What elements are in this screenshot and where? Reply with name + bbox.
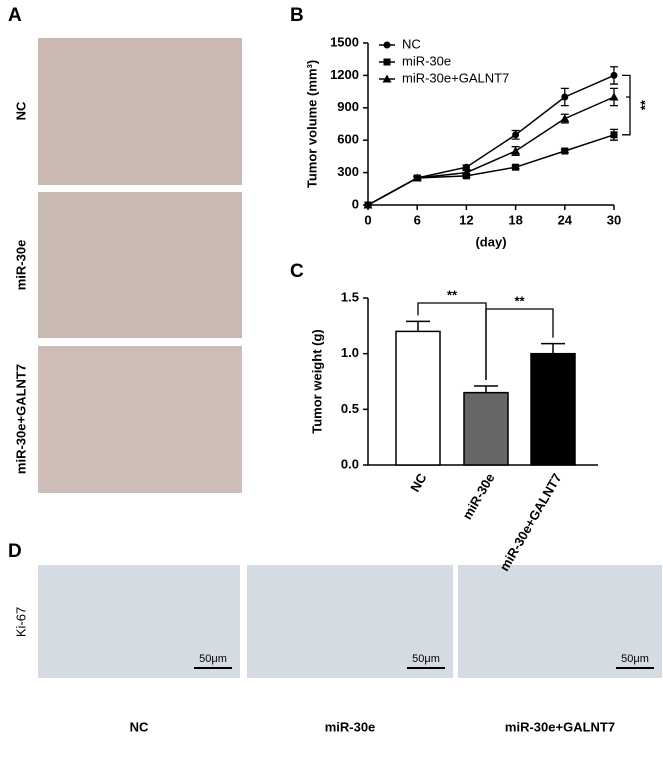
y-tick-label: 1200 — [330, 67, 359, 82]
y-tick-label: 1.0 — [341, 345, 359, 360]
marker — [561, 147, 569, 155]
significance-label: ** — [514, 293, 525, 308]
row-label: miR-30e — [13, 240, 28, 291]
panel-label: C — [290, 261, 304, 282]
x-tick-label: 0 — [364, 212, 371, 227]
x-axis-label: (day) — [475, 234, 506, 249]
bar — [530, 352, 576, 466]
marker — [382, 74, 392, 83]
marker — [511, 146, 521, 155]
micrograph — [458, 565, 662, 678]
y-tick-label: 600 — [337, 132, 359, 147]
error-bar — [541, 342, 565, 354]
y-axis-label: Tumor weight (g) — [309, 329, 324, 433]
significance-bracket — [485, 308, 554, 380]
bar — [395, 330, 441, 466]
legend-label: miR-30e+GALNT7 — [402, 70, 509, 85]
y-tick-label: 1.5 — [341, 289, 359, 304]
marker — [610, 131, 618, 139]
panel-label: B — [290, 5, 304, 26]
photo — [38, 192, 242, 338]
y-tick-label: 0 — [352, 196, 359, 211]
marker — [383, 41, 391, 49]
panel-label: D — [8, 541, 22, 562]
error-bar — [474, 385, 498, 393]
significance-label: ** — [447, 287, 458, 302]
marker — [462, 163, 470, 171]
x-tick-label: 12 — [459, 212, 473, 227]
error-bar — [406, 320, 430, 332]
y-tick-label: 0.0 — [341, 456, 359, 471]
photo — [38, 346, 242, 493]
marker — [560, 114, 570, 123]
scale-bar-label: 50μm — [621, 653, 649, 665]
micrograph — [38, 565, 240, 678]
marker — [561, 93, 569, 101]
significance-bracket — [622, 74, 631, 136]
marker — [610, 71, 618, 79]
column-label: NC — [130, 719, 149, 734]
legend-label: NC — [402, 36, 421, 51]
micrograph — [247, 565, 453, 678]
y-tick-label: 0.5 — [341, 401, 359, 416]
x-tick-label: 18 — [508, 212, 522, 227]
photo — [38, 38, 242, 185]
marker — [363, 200, 373, 209]
x-tick-label: NC — [407, 470, 430, 494]
y-tick-label: 900 — [337, 99, 359, 114]
marker — [512, 131, 520, 139]
y-tick-label: 300 — [337, 164, 359, 179]
column-label: miR-30e+GALNT7 — [505, 719, 615, 734]
x-tick-label: miR-30e+GALNT7 — [496, 471, 564, 574]
bar — [463, 391, 509, 466]
marker — [512, 163, 520, 171]
marker — [461, 168, 471, 177]
row-label: miR-30e+GALNT7 — [13, 364, 28, 474]
x-tick-label: 30 — [607, 212, 621, 227]
scale-bar-label: 50μm — [412, 653, 440, 665]
marker — [383, 58, 391, 66]
row-label: NC — [13, 101, 28, 120]
marker — [412, 173, 422, 182]
x-tick-label: 24 — [558, 212, 573, 227]
significance-label: ** — [637, 99, 652, 110]
panel-label: A — [8, 5, 22, 26]
y-tick-label: 1500 — [330, 34, 359, 49]
series-line — [367, 96, 615, 206]
x-tick-label: miR-30e — [459, 471, 497, 522]
scale-bar-label: 50μm — [199, 653, 227, 665]
legend-label: miR-30e — [402, 53, 451, 68]
y-axis-label: Tumor volume (mm³) — [304, 60, 319, 188]
column-label: miR-30e — [325, 719, 376, 734]
marker — [609, 92, 619, 101]
series-line — [367, 134, 615, 206]
stain-label: Ki-67 — [13, 607, 28, 637]
x-tick-label: 6 — [414, 212, 421, 227]
